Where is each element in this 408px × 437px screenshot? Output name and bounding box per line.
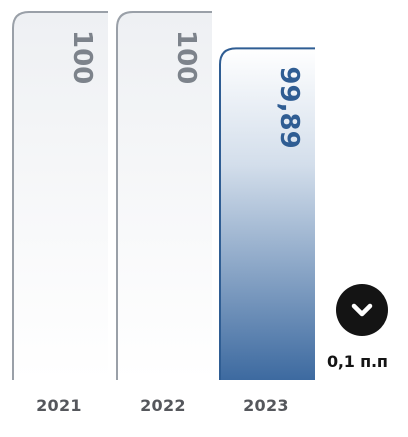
bar-2021 bbox=[13, 12, 108, 380]
x-tick-2021: 2021 bbox=[36, 396, 82, 415]
value-label-2022: 100 bbox=[171, 30, 201, 84]
bar-2023 bbox=[220, 48, 315, 380]
bar-2022 bbox=[117, 12, 212, 380]
delta-label: 0,1 п.п bbox=[327, 352, 388, 371]
x-tick-2023: 2023 bbox=[243, 396, 289, 415]
decrease-badge bbox=[336, 284, 388, 336]
chevron-down-icon bbox=[351, 303, 373, 317]
bar-outline-2023 bbox=[219, 47, 315, 380]
value-label-2023: 99,89 bbox=[274, 66, 304, 148]
value-label-2021: 100 bbox=[67, 30, 97, 84]
bar-outline-2021 bbox=[12, 11, 108, 380]
x-tick-2022: 2022 bbox=[140, 396, 186, 415]
bar-outline-2022 bbox=[116, 11, 212, 380]
